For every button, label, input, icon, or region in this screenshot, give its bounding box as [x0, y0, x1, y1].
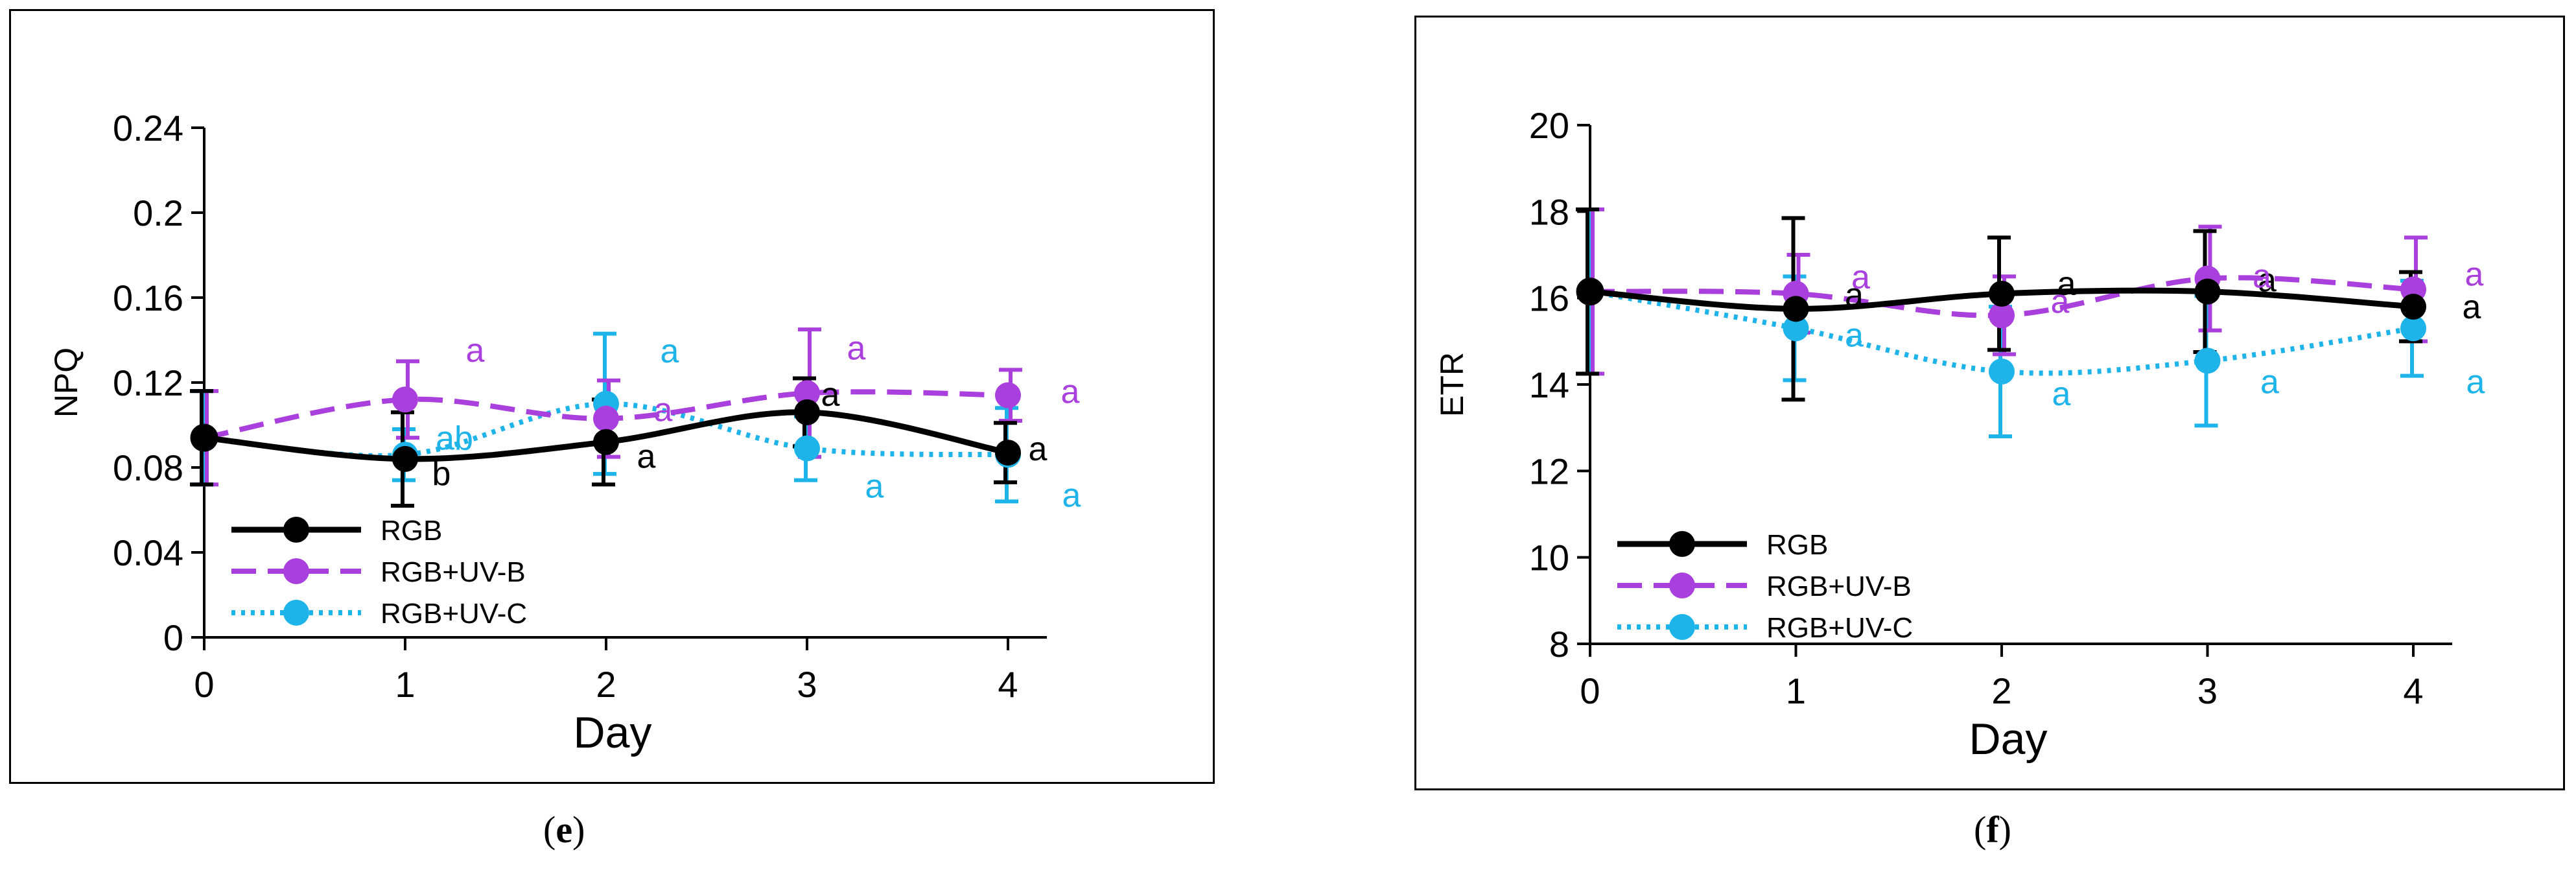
- data-point: [1783, 296, 1809, 322]
- legend-marker: [1669, 614, 1695, 640]
- significance-letter: a: [2466, 363, 2485, 401]
- legend-marker: [1669, 573, 1695, 598]
- significance-letter: b: [432, 455, 451, 493]
- data-point: [593, 429, 619, 455]
- y-tick-label: 0.16: [113, 278, 183, 318]
- data-point: [1577, 278, 1603, 305]
- significance-letter: a: [2465, 255, 2484, 293]
- panel-caption-f-letter: f: [1986, 809, 1999, 851]
- significance-letter: ab: [436, 419, 473, 457]
- data-point: [794, 380, 820, 407]
- x-tick-label: 2: [1991, 670, 2011, 711]
- panel-caption-e: (e): [543, 809, 585, 851]
- significance-letter: a: [865, 468, 884, 506]
- chart-panel-e: 0 0.04 0.08 0.12 0.16 0.2 0.24 0 1 2 3 4 Day NPQ b a a a a…: [9, 9, 1215, 784]
- y-tick-label: 10: [1529, 537, 1569, 578]
- significance-letter: a: [821, 376, 840, 414]
- data-point: [995, 440, 1021, 466]
- data-point: [1989, 359, 2015, 384]
- data-point: [794, 399, 820, 425]
- data-point: [794, 435, 820, 462]
- legend-label: RGB+UV-B: [1766, 571, 1912, 602]
- legend-label: RGB+UV-B: [381, 556, 526, 588]
- data-point: [1783, 315, 1809, 342]
- data-point: [2400, 315, 2426, 342]
- x-tick-label: 1: [395, 664, 415, 705]
- legend-marker: [283, 517, 309, 543]
- y-tick-label: 0.12: [113, 362, 183, 403]
- x-tick-label: 3: [2197, 670, 2218, 711]
- legend-label: RGB+UV-C: [1766, 612, 1913, 644]
- legend-marker: [283, 600, 309, 626]
- significance-letter: a: [637, 438, 656, 476]
- legend-label: RGB+UV-C: [381, 598, 527, 630]
- chart-panel-f: 8 10 12 14 16 18 20 0 1 2 3 4 Day ETR a a a a a a a a a a a a RGB R…: [1414, 16, 2565, 790]
- y-tick-label: 14: [1529, 364, 1569, 405]
- x-tick-label: 0: [1580, 670, 1600, 711]
- significance-letter: a: [2057, 265, 2076, 303]
- x-tick-label: 3: [797, 664, 817, 705]
- significance-letter: a: [2258, 262, 2277, 300]
- y-tick-label: 0.2: [133, 193, 183, 233]
- data-point: [2194, 348, 2221, 374]
- data-point: [392, 386, 418, 413]
- data-point: [1989, 281, 2015, 307]
- significance-letter: a: [847, 329, 866, 367]
- data-point: [995, 382, 1021, 408]
- x-axis-title: Day: [1969, 715, 2048, 764]
- x-tick-label: 1: [1786, 670, 1806, 711]
- data-point: [392, 445, 418, 472]
- y-tick-label: 0.24: [113, 108, 183, 148]
- significance-letter: a: [661, 333, 679, 370]
- panel-caption-e-letter: e: [556, 809, 573, 851]
- y-tick-label: 20: [1529, 105, 1569, 146]
- significance-letter: a: [2052, 375, 2071, 413]
- significance-letter: a: [2051, 283, 2070, 320]
- data-point: [2194, 278, 2221, 305]
- legend-marker: [283, 558, 309, 584]
- significance-letter: a: [2260, 363, 2279, 401]
- significance-letter: a: [1061, 373, 1080, 411]
- significance-letter: a: [1851, 259, 1870, 296]
- legend-label: RGB: [1766, 529, 1828, 561]
- significance-letter: a: [1845, 316, 1864, 354]
- x-axis-title: Day: [574, 708, 652, 757]
- x-tick-label: 4: [2403, 670, 2423, 711]
- significance-letter: a: [654, 392, 673, 429]
- y-tick-label: 0: [163, 617, 183, 658]
- x-tick-label: 0: [194, 664, 214, 705]
- y-axis-title: ETR: [1434, 352, 1470, 417]
- x-tick-label: 4: [998, 664, 1018, 705]
- data-point: [593, 405, 619, 432]
- y-tick-label: 8: [1549, 624, 1569, 665]
- significance-letter: a: [2463, 289, 2481, 326]
- y-tick-label: 18: [1529, 191, 1569, 232]
- y-axis-title: NPQ: [48, 348, 84, 418]
- legend-marker: [1669, 531, 1695, 557]
- panel-caption-f: (f): [1974, 809, 2011, 851]
- x-tick-label: 2: [596, 664, 616, 705]
- y-tick-label: 0.04: [113, 532, 183, 573]
- data-point: [2400, 294, 2426, 320]
- y-tick-label: 12: [1529, 451, 1569, 491]
- y-tick-label: 16: [1529, 278, 1569, 319]
- data-point: [1989, 302, 2015, 329]
- legend-label: RGB: [381, 515, 442, 547]
- significance-letter: a: [1062, 477, 1081, 514]
- significance-letter: a: [1029, 431, 1048, 468]
- y-tick-label: 0.08: [113, 447, 183, 488]
- significance-letter: a: [2253, 258, 2271, 296]
- significance-letter: a: [466, 332, 485, 370]
- data-point: [191, 425, 217, 451]
- significance-letter: a: [1845, 276, 1864, 314]
